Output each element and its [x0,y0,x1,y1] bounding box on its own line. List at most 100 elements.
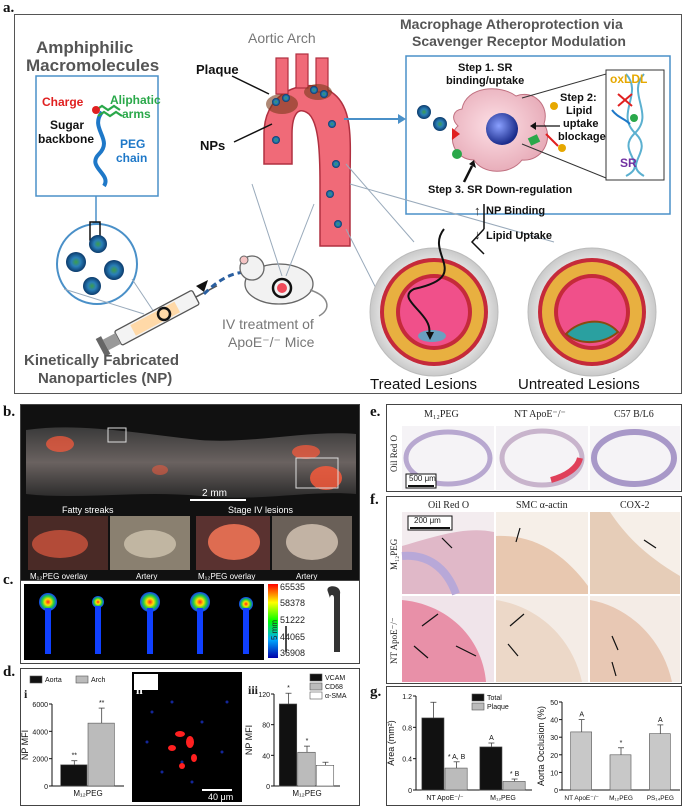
y-tick-label: 80 [262,723,270,730]
chart-d-iii: 0 40 80 120 NP MFI * * M₁₂PEG VCAM CD68 α-SMA [244,673,347,798]
panel-a-label: a. [3,0,15,16]
category-label: M₁₂PEG [292,789,321,798]
np-solution-circle [56,223,138,305]
significance-label: * [620,740,623,747]
histology-f-grid [401,512,680,682]
mouse [239,255,328,317]
bar [278,703,298,787]
panel-a-frame [14,14,682,394]
chart-g-area: 0 0.4 0.8 1.2 Area (mm²) * A, B NT ApoE⁻/⁻ A * B… [386,693,532,802]
chart-g-occlusion: 0 10 20 30 40 50 Aorta Occlusion (%) A NT ApoE⁻/… [536,700,680,802]
bar [570,731,592,791]
y-tick-label: 0.8 [402,725,412,732]
kinetic-label-2: Nanoparticles (NP) [38,370,173,387]
overlay-label-2: M₁₂PEG overlay [198,572,256,581]
amphiphilic-title-1: Amphiphilic [36,38,134,57]
significance-label: * [287,685,290,692]
panel-f-label: f. [370,492,379,508]
bar [649,733,671,791]
panel-e-frame [386,404,682,492]
y-tick-label: 4000 [32,729,48,736]
bar [315,765,335,787]
aortic-arch [263,53,352,247]
untreated-label: Untreated Lesions [518,376,640,393]
category-label: M₁₂PEG [73,789,102,798]
significance-label: A [658,717,663,724]
legend-label: Plaque [487,704,509,711]
y-axis-label: Area (mm²) [386,720,396,766]
sub-i-label: i [24,687,28,701]
bar [297,751,316,787]
syringe [95,285,218,357]
kinetic-label-1: Kinetically Fabricated [24,352,180,369]
ivis-aorta-1 [39,593,57,654]
significance-label: ** [99,700,105,707]
f-col1: Oil Red O [428,500,470,511]
y-tick-label: 2000 [32,757,48,764]
category-label: NT ApoE⁻/⁻ [426,795,464,802]
y-tick-label: 0 [266,784,270,791]
panel-c-label: c. [3,572,14,588]
significance-label: ** [72,753,78,760]
peg-chain [93,110,108,188]
step2-label-4: blockage [558,131,606,143]
bar [502,781,526,791]
y-tick-label: 0.4 [402,757,412,764]
sub-ii-label: ii [136,683,143,697]
f-row1: M₁₂PEG [389,538,399,570]
panel-c-scale: 5 mm [270,620,279,640]
y-axis-label: NP MFI [20,730,30,760]
step1-label-1: Step 1. SR [458,62,513,74]
ivis-aorta-5 [239,597,253,654]
plaque-label: Plaque [196,62,239,77]
stage4-label: Stage IV lesions [228,505,294,515]
legend-swatch [471,702,485,711]
f-row2: NT ApoE⁻/⁻ [389,617,399,664]
iv-label-2: ApoE⁻/⁻ Mice [228,334,315,350]
sub-iii-label: iii [248,683,259,697]
legend-swatch [309,682,323,691]
untreated-lesion [527,247,657,377]
amphiphilic-title-2: Macromolecules [26,56,160,75]
y-tick-label: 0 [44,784,48,791]
ivis-aorta-3 [140,592,160,654]
significance-label: * [306,738,309,745]
bar [87,722,115,787]
step2-label-2: Lipid [566,105,593,117]
e-scale: 500 μm [409,474,436,483]
colorbar-tick-1: 58378 [280,598,306,608]
panel-d-ii-scale: 40 μm [208,792,234,802]
e-col1: M₁₂PEG [424,409,459,420]
f-scale: 200 μm [414,516,441,525]
panel-e-label: e. [370,404,381,420]
step3-label: Step 3. SR Down-regulation [428,184,573,196]
category-label: M₁₂PEG [490,795,516,802]
significance-label: A [489,735,494,742]
y-axis-label: NP MFI [244,725,254,755]
colorbar [268,584,278,658]
aortic-arch-label: Aortic Arch [248,30,316,46]
iv-label-1: IV treatment of [222,316,314,332]
histology-d-ii [134,674,232,791]
nps-label: NPs [200,138,226,153]
molecule-box [35,75,159,197]
bar [479,746,503,791]
significance-label: * A, B [448,754,466,761]
y-tick-label: 40 [262,753,270,760]
charge-dot [92,106,100,114]
step2-label-3: uptake [563,118,599,130]
overlay-label-1: M₁₂PEG overlay [30,572,88,581]
y-tick-label: 30 [550,735,558,742]
aorta-fluorescence-image [26,427,356,570]
y-tick-label: 0 [554,788,558,795]
ivis-aorta-4 [190,592,210,654]
lipid-uptake-arrow: ↓ [474,227,481,242]
legend-label: CD68 [325,684,343,691]
np-binding-arrow: ↑ [474,203,481,218]
sr-inset [605,69,665,181]
panel-d-frame [20,668,360,806]
step2-label-1: Step 2: [560,92,597,104]
legend-label: α-SMA [325,693,347,700]
colorbar-tick-3: 44065 [280,632,306,642]
y-tick-label: 50 [550,700,558,707]
